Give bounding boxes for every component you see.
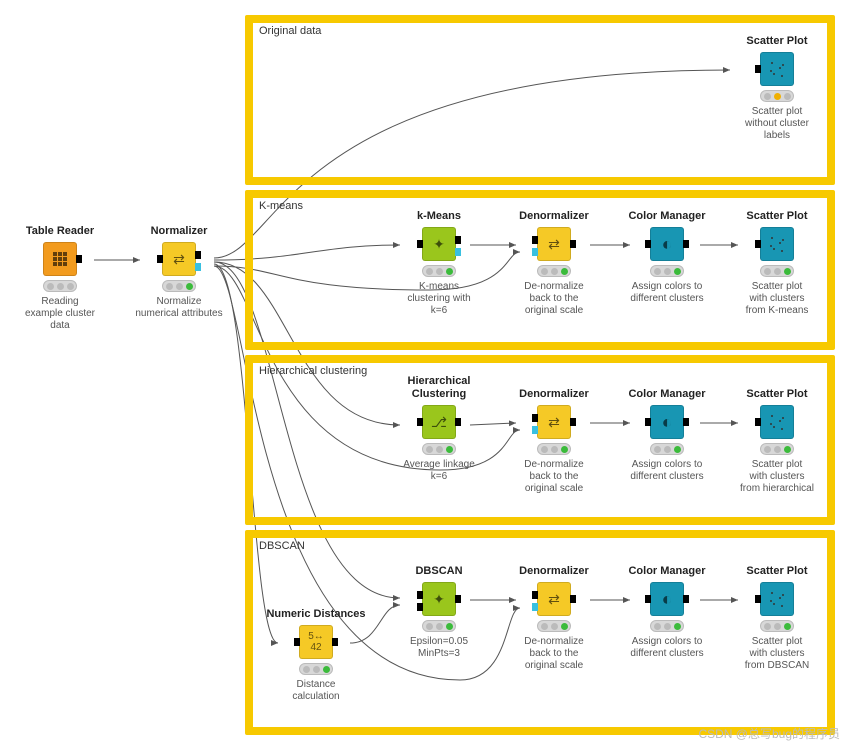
node-n1[interactable]: Table Reader Reading example cluster data — [6, 225, 114, 332]
node-n10[interactable]: Color Manager ◐ Assign colors to different… — [613, 388, 721, 483]
node-title: Normalizer — [125, 225, 233, 238]
node-icon[interactable]: 5↔42 — [299, 625, 333, 659]
node-icon[interactable] — [760, 582, 794, 616]
status-lights — [537, 620, 571, 632]
node-n9[interactable]: Denormalizer ⇄ De-normalize back to the or… — [500, 388, 608, 495]
node-title: k-Means — [385, 210, 493, 223]
node-desc: Scatter plot without cluster labels — [723, 106, 831, 142]
node-icon[interactable]: ◐ — [650, 405, 684, 439]
status-lights — [422, 443, 456, 455]
node-title: Scatter Plot — [723, 210, 831, 223]
node-n4[interactable]: k-Means ✦ K-means clustering with k=6 — [385, 210, 493, 317]
node-n8[interactable]: Hierarchical Clustering ⎇ Average linkage … — [385, 375, 493, 483]
node-desc: De-normalize back to the original scale — [500, 281, 608, 317]
status-lights — [760, 620, 794, 632]
node-icon[interactable] — [760, 227, 794, 261]
node-icon[interactable]: ⇄ — [162, 242, 196, 276]
node-title: DBSCAN — [385, 565, 493, 578]
status-lights — [760, 265, 794, 277]
status-lights — [299, 663, 333, 675]
node-title: Color Manager — [613, 388, 721, 401]
node-n12[interactable]: Numeric Distances 5↔42 Distance calculatio… — [262, 608, 370, 703]
node-desc: Scatter plot with clusters from DBSCAN — [723, 636, 831, 672]
node-icon[interactable]: ⇄ — [537, 582, 571, 616]
node-desc: Epsilon=0.05 MinPts=3 — [385, 636, 493, 660]
node-icon[interactable]: ◐ — [650, 227, 684, 261]
node-n14[interactable]: Denormalizer ⇄ De-normalize back to the or… — [500, 565, 608, 672]
node-desc: De-normalize back to the original scale — [500, 636, 608, 672]
node-title: Numeric Distances — [262, 608, 370, 621]
node-desc: Average linkage k=6 — [385, 459, 493, 483]
node-desc: Scatter plot with clusters from K-means — [723, 281, 831, 317]
workflow-canvas: Original data K-means Hierarchical cluster… — [0, 0, 850, 748]
node-desc: Scatter plot with clusters from hierarch… — [723, 459, 831, 495]
group-title: Original data — [259, 25, 321, 37]
node-icon[interactable] — [43, 242, 77, 276]
status-lights — [760, 443, 794, 455]
node-title: Table Reader — [6, 225, 114, 238]
node-n2[interactable]: Normalizer ⇄ Normalize numerical attribute… — [125, 225, 233, 320]
watermark: CSDN @总写bug的程序员 — [698, 725, 840, 742]
node-desc: Assign colors to different clusters — [613, 281, 721, 305]
group-title: K-means — [259, 200, 303, 212]
group-title: Hierarchical clustering — [259, 365, 367, 377]
status-lights — [43, 280, 77, 292]
node-n6[interactable]: Color Manager ◐ Assign colors to different… — [613, 210, 721, 305]
node-desc: Assign colors to different clusters — [613, 636, 721, 660]
node-desc: De-normalize back to the original scale — [500, 459, 608, 495]
node-n11[interactable]: Scatter Plot Scatter plot with clusters f… — [723, 388, 831, 495]
node-icon[interactable]: ✦ — [422, 582, 456, 616]
node-n13[interactable]: DBSCAN ✦ Epsilon=0.05 MinPts=3 — [385, 565, 493, 660]
node-title: Denormalizer — [500, 388, 608, 401]
node-title: Denormalizer — [500, 565, 608, 578]
node-n3[interactable]: Scatter Plot Scatter plot without cluster… — [723, 35, 831, 142]
status-lights — [537, 443, 571, 455]
node-icon[interactable]: ⇄ — [537, 227, 571, 261]
node-n7[interactable]: Scatter Plot Scatter plot with clusters f… — [723, 210, 831, 317]
node-n15[interactable]: Color Manager ◐ Assign colors to different… — [613, 565, 721, 660]
status-lights — [162, 280, 196, 292]
status-lights — [537, 265, 571, 277]
node-title: Scatter Plot — [723, 565, 831, 578]
node-icon[interactable]: ◐ — [650, 582, 684, 616]
status-lights — [650, 265, 684, 277]
status-lights — [422, 265, 456, 277]
node-icon[interactable] — [760, 405, 794, 439]
node-icon[interactable]: ✦ — [422, 227, 456, 261]
node-desc: K-means clustering with k=6 — [385, 281, 493, 317]
node-title: Scatter Plot — [723, 35, 831, 48]
node-icon[interactable] — [760, 52, 794, 86]
node-title: Hierarchical Clustering — [385, 375, 493, 401]
node-n5[interactable]: Denormalizer ⇄ De-normalize back to the or… — [500, 210, 608, 317]
node-title: Color Manager — [613, 565, 721, 578]
node-desc: Distance calculation — [262, 679, 370, 703]
node-title: Scatter Plot — [723, 388, 831, 401]
status-lights — [650, 620, 684, 632]
node-desc: Assign colors to different clusters — [613, 459, 721, 483]
group-title: DBSCAN — [259, 540, 305, 552]
node-n16[interactable]: Scatter Plot Scatter plot with clusters f… — [723, 565, 831, 672]
status-lights — [760, 90, 794, 102]
node-icon[interactable]: ⇄ — [537, 405, 571, 439]
node-desc: Normalize numerical attributes — [125, 296, 233, 320]
node-desc: Reading example cluster data — [6, 296, 114, 332]
status-lights — [422, 620, 456, 632]
node-title: Denormalizer — [500, 210, 608, 223]
status-lights — [650, 443, 684, 455]
node-title: Color Manager — [613, 210, 721, 223]
node-icon[interactable]: ⎇ — [422, 405, 456, 439]
